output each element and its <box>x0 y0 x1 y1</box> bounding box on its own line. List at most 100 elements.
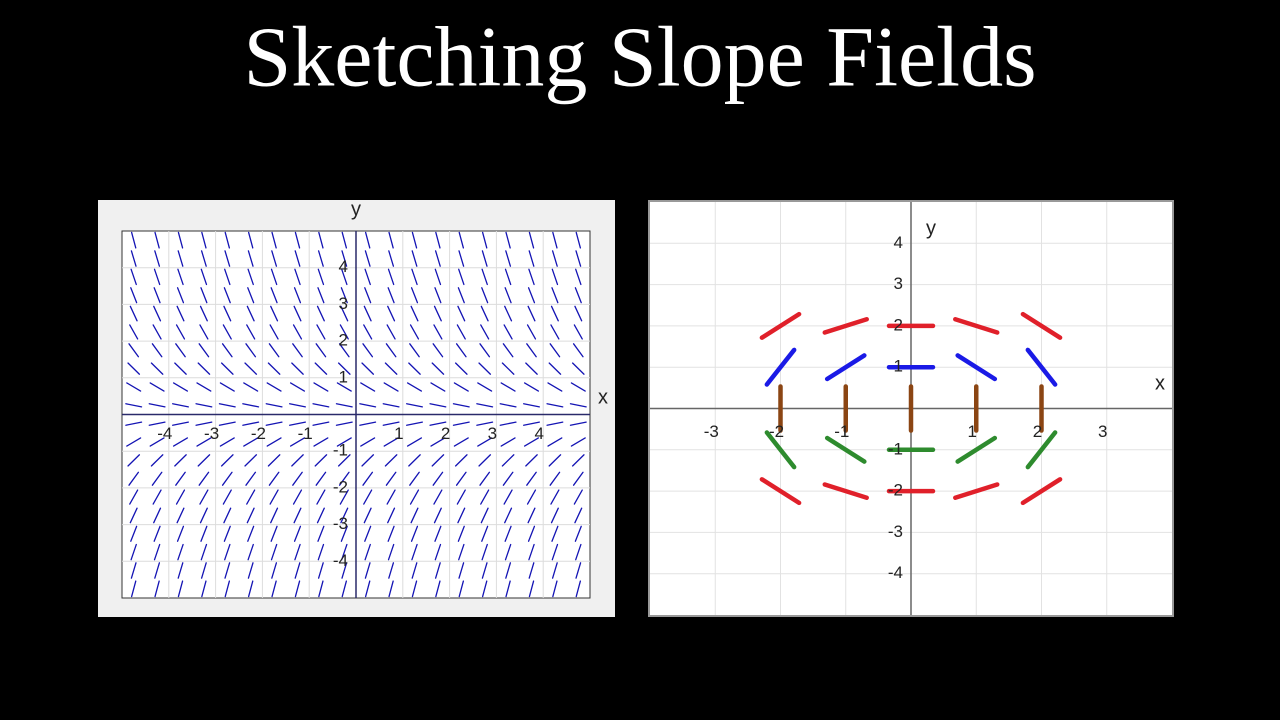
slope-segment <box>317 543 325 561</box>
slope-segment <box>224 250 231 267</box>
slide-title: Sketching Slope Fields <box>243 9 1036 105</box>
slope-segment <box>454 362 468 375</box>
slope-segment <box>270 525 278 542</box>
slope-segment <box>480 489 490 505</box>
y-tick-label: 1 <box>894 357 903 376</box>
slope-segment <box>526 489 537 505</box>
slope-segment <box>222 489 232 505</box>
slope-segment <box>479 471 491 486</box>
slope-segment <box>387 525 395 542</box>
slope-segment <box>270 287 278 304</box>
slope-segment <box>573 324 583 340</box>
slope-segment <box>505 250 512 267</box>
slope-segment <box>431 454 445 467</box>
slope-segment <box>569 421 587 426</box>
slope-segment <box>177 562 184 579</box>
slope-segment <box>149 437 165 447</box>
slope-segment <box>219 382 235 392</box>
slope-segment <box>341 268 348 286</box>
slope-segment <box>270 507 279 524</box>
slope-segment <box>218 421 236 426</box>
slope-segment <box>149 382 165 392</box>
slope-segment <box>481 231 488 249</box>
slope-segment <box>152 489 162 505</box>
slope-segment <box>458 250 465 267</box>
slope-segment <box>480 324 490 340</box>
slope-segment <box>317 562 324 579</box>
slope-segment <box>550 305 559 322</box>
slope-segment <box>504 525 512 542</box>
slope-segment <box>126 437 142 447</box>
slope-segment <box>387 305 396 322</box>
slope-segment <box>433 324 443 340</box>
slope-segment <box>338 343 350 358</box>
slope-segment <box>455 471 467 486</box>
slope-segment <box>523 437 540 447</box>
slope-segment <box>406 382 423 392</box>
slope-segment <box>340 287 348 304</box>
slope-segment <box>527 507 536 524</box>
slope-segment <box>271 231 277 249</box>
slope-segment <box>318 580 324 598</box>
slope-segment <box>340 507 349 524</box>
slope-segment <box>364 525 372 542</box>
slope-segment <box>383 382 399 392</box>
slope-segment <box>478 362 492 375</box>
x-axis-label: x <box>1155 372 1165 394</box>
slope-segment <box>177 250 184 267</box>
slope-segment <box>434 525 442 542</box>
slope-segment <box>130 250 137 267</box>
slope-segment <box>242 421 260 426</box>
slope-segment <box>429 421 447 426</box>
slope-segment <box>764 347 797 387</box>
slope-segment <box>573 489 583 505</box>
slope-segment <box>433 489 443 505</box>
slope-segment <box>411 268 418 286</box>
slope-segment <box>220 362 234 375</box>
slope-segment <box>199 507 208 524</box>
slope-segment <box>148 403 166 408</box>
x-tick-label: 1 <box>968 422 977 441</box>
x-tick-label: 2 <box>1033 422 1042 441</box>
slope-segment <box>313 382 329 392</box>
slope-segment <box>363 324 373 340</box>
slope-segment <box>505 231 511 249</box>
slope-segment <box>458 268 465 286</box>
slope-segment <box>388 562 395 579</box>
slope-segment <box>200 525 208 542</box>
slope-segment <box>266 382 282 392</box>
slope-segment <box>153 268 161 286</box>
slope-segment <box>387 507 396 524</box>
slope-segment <box>955 353 998 382</box>
slope-segment <box>247 525 255 542</box>
slope-segment <box>822 482 869 500</box>
slope-segment <box>552 231 558 249</box>
y-axis-label: y <box>926 217 936 239</box>
slope-segment <box>481 525 489 542</box>
slope-segment <box>221 471 233 486</box>
slope-segment <box>340 305 349 322</box>
slope-segment <box>247 250 254 267</box>
slope-segment <box>130 580 137 598</box>
slope-segment <box>362 343 374 358</box>
slope-segment <box>572 343 584 358</box>
slope-segment <box>481 562 488 579</box>
slope-segment <box>1020 311 1063 340</box>
slope-segment <box>172 437 189 447</box>
slope-segment <box>293 287 302 304</box>
slope-segment <box>197 454 211 467</box>
slope-segment <box>244 454 258 467</box>
slope-segment <box>764 430 797 470</box>
slope-segment <box>526 471 537 486</box>
y-tick-label: 3 <box>894 274 903 293</box>
slope-segment <box>267 454 281 467</box>
slope-segment <box>570 382 586 392</box>
slope-segment <box>150 362 164 375</box>
slope-segment <box>574 525 582 542</box>
slope-segment <box>341 580 348 598</box>
slope-segment <box>432 471 444 486</box>
slope-segment <box>289 382 306 392</box>
slope-segment <box>243 382 259 392</box>
slope-segment <box>572 471 584 486</box>
slope-segment <box>267 362 281 375</box>
